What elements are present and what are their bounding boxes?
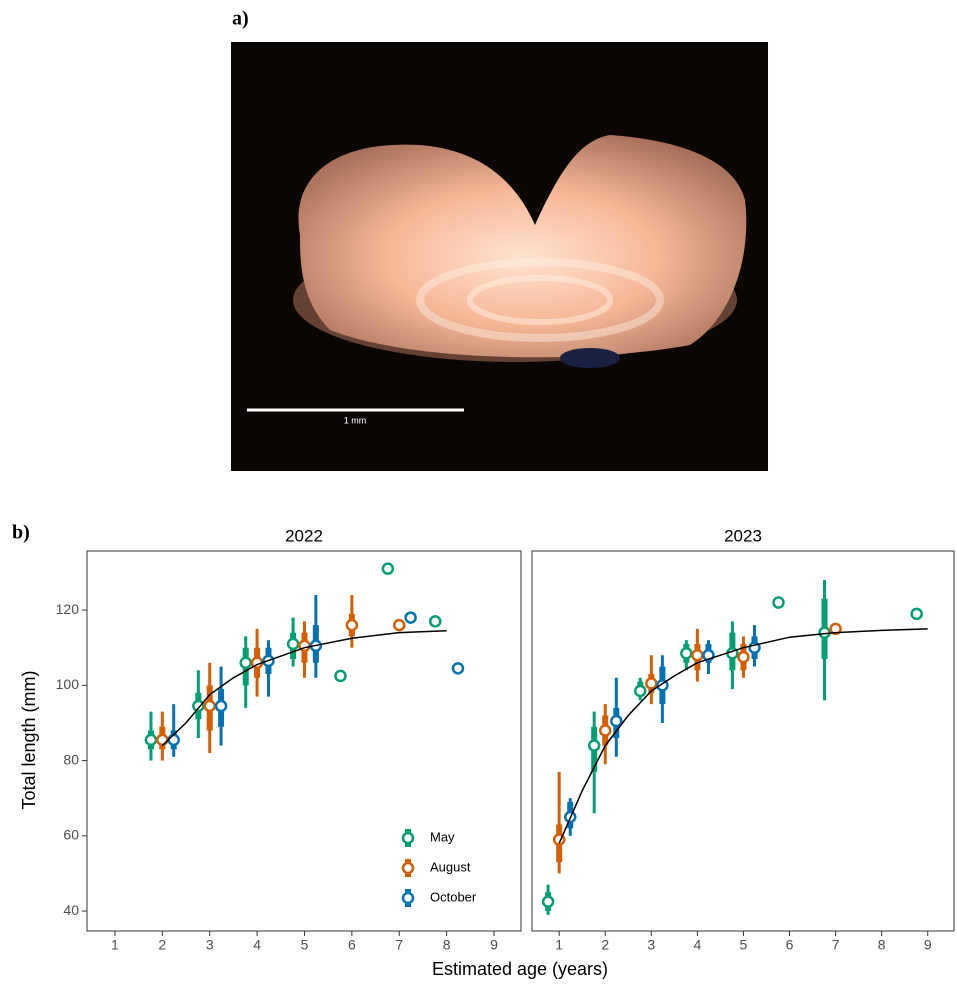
median-point — [392, 618, 406, 632]
x-tick-label: 4 — [253, 937, 261, 953]
scale-label: 1 mm — [344, 415, 367, 425]
legend-label: October — [430, 889, 477, 904]
strip-title-bg — [87, 522, 521, 551]
x-tick-label: 2 — [601, 937, 609, 953]
y-tick-label: 60 — [63, 827, 79, 843]
median-point — [691, 648, 704, 662]
x-tick-label: 3 — [206, 937, 214, 953]
median-point — [587, 739, 601, 752]
median-point — [334, 669, 347, 683]
median-point — [634, 684, 647, 698]
y-tick-label: 40 — [63, 902, 79, 918]
median-point — [541, 895, 555, 908]
photo: 1 mm — [231, 42, 768, 471]
legend-label: May — [430, 829, 455, 844]
x-axis-label: Estimated age (years) — [432, 959, 608, 979]
panel-label: a) — [232, 8, 249, 30]
median-point — [192, 699, 205, 713]
median-point — [286, 637, 300, 651]
x-tick-label: 4 — [693, 937, 701, 953]
x-tick-label: 7 — [395, 937, 403, 953]
median-point — [167, 733, 180, 747]
legend-label: August — [430, 859, 471, 874]
median-point — [599, 724, 612, 737]
x-tick-label: 5 — [301, 937, 309, 953]
x-tick-label: 1 — [555, 937, 563, 953]
median-point — [680, 647, 693, 660]
x-tick-label: 6 — [348, 937, 356, 953]
strip-title-bg — [532, 522, 954, 551]
x-tick-label: 1 — [111, 937, 119, 953]
median-point — [610, 714, 623, 728]
panel-label: b) — [12, 522, 30, 544]
y-tick-label: 80 — [63, 751, 79, 767]
facet-title: 2023 — [724, 526, 762, 545]
median-point — [645, 677, 658, 690]
legend-swatch — [401, 891, 415, 905]
median-point — [404, 611, 417, 624]
y-tick-label: 100 — [56, 676, 80, 692]
x-tick-label: 9 — [490, 937, 498, 953]
median-point — [829, 622, 842, 636]
median-point — [451, 662, 465, 675]
otolith-ring — [416, 258, 664, 342]
legend-swatch — [401, 861, 415, 875]
x-tick-label: 2 — [158, 937, 166, 953]
median-point — [910, 607, 923, 621]
x-tick-label: 5 — [740, 937, 748, 953]
median-point — [144, 733, 158, 747]
median-point — [239, 656, 252, 669]
fit-curve — [558, 628, 928, 844]
x-tick-label: 6 — [786, 937, 794, 953]
y-tick-label: 120 — [56, 601, 80, 617]
x-tick-label: 7 — [832, 937, 840, 953]
x-tick-label: 3 — [647, 937, 655, 953]
legend-swatch — [401, 831, 415, 845]
otolith — [298, 135, 747, 358]
x-tick-label: 8 — [443, 937, 451, 953]
median-point — [428, 615, 442, 628]
median-point — [772, 596, 785, 609]
median-point — [345, 618, 359, 632]
median-point — [203, 699, 216, 713]
otolith-shadow — [560, 348, 620, 368]
x-tick-label: 9 — [924, 937, 932, 953]
median-point — [156, 733, 169, 747]
facet-title: 2022 — [285, 526, 323, 545]
x-tick-label: 8 — [878, 937, 886, 953]
otolith-ring — [467, 275, 613, 325]
plots: 2022 1 2 3 4 5 6 7 8 9 40 60 80 100 120 May August Octobe… — [56, 522, 955, 953]
y-axis-label: Total length (mm) — [19, 670, 39, 809]
fit-curve — [161, 630, 447, 747]
median-point — [214, 699, 228, 713]
median-point — [381, 562, 395, 575]
median-point — [737, 650, 750, 664]
